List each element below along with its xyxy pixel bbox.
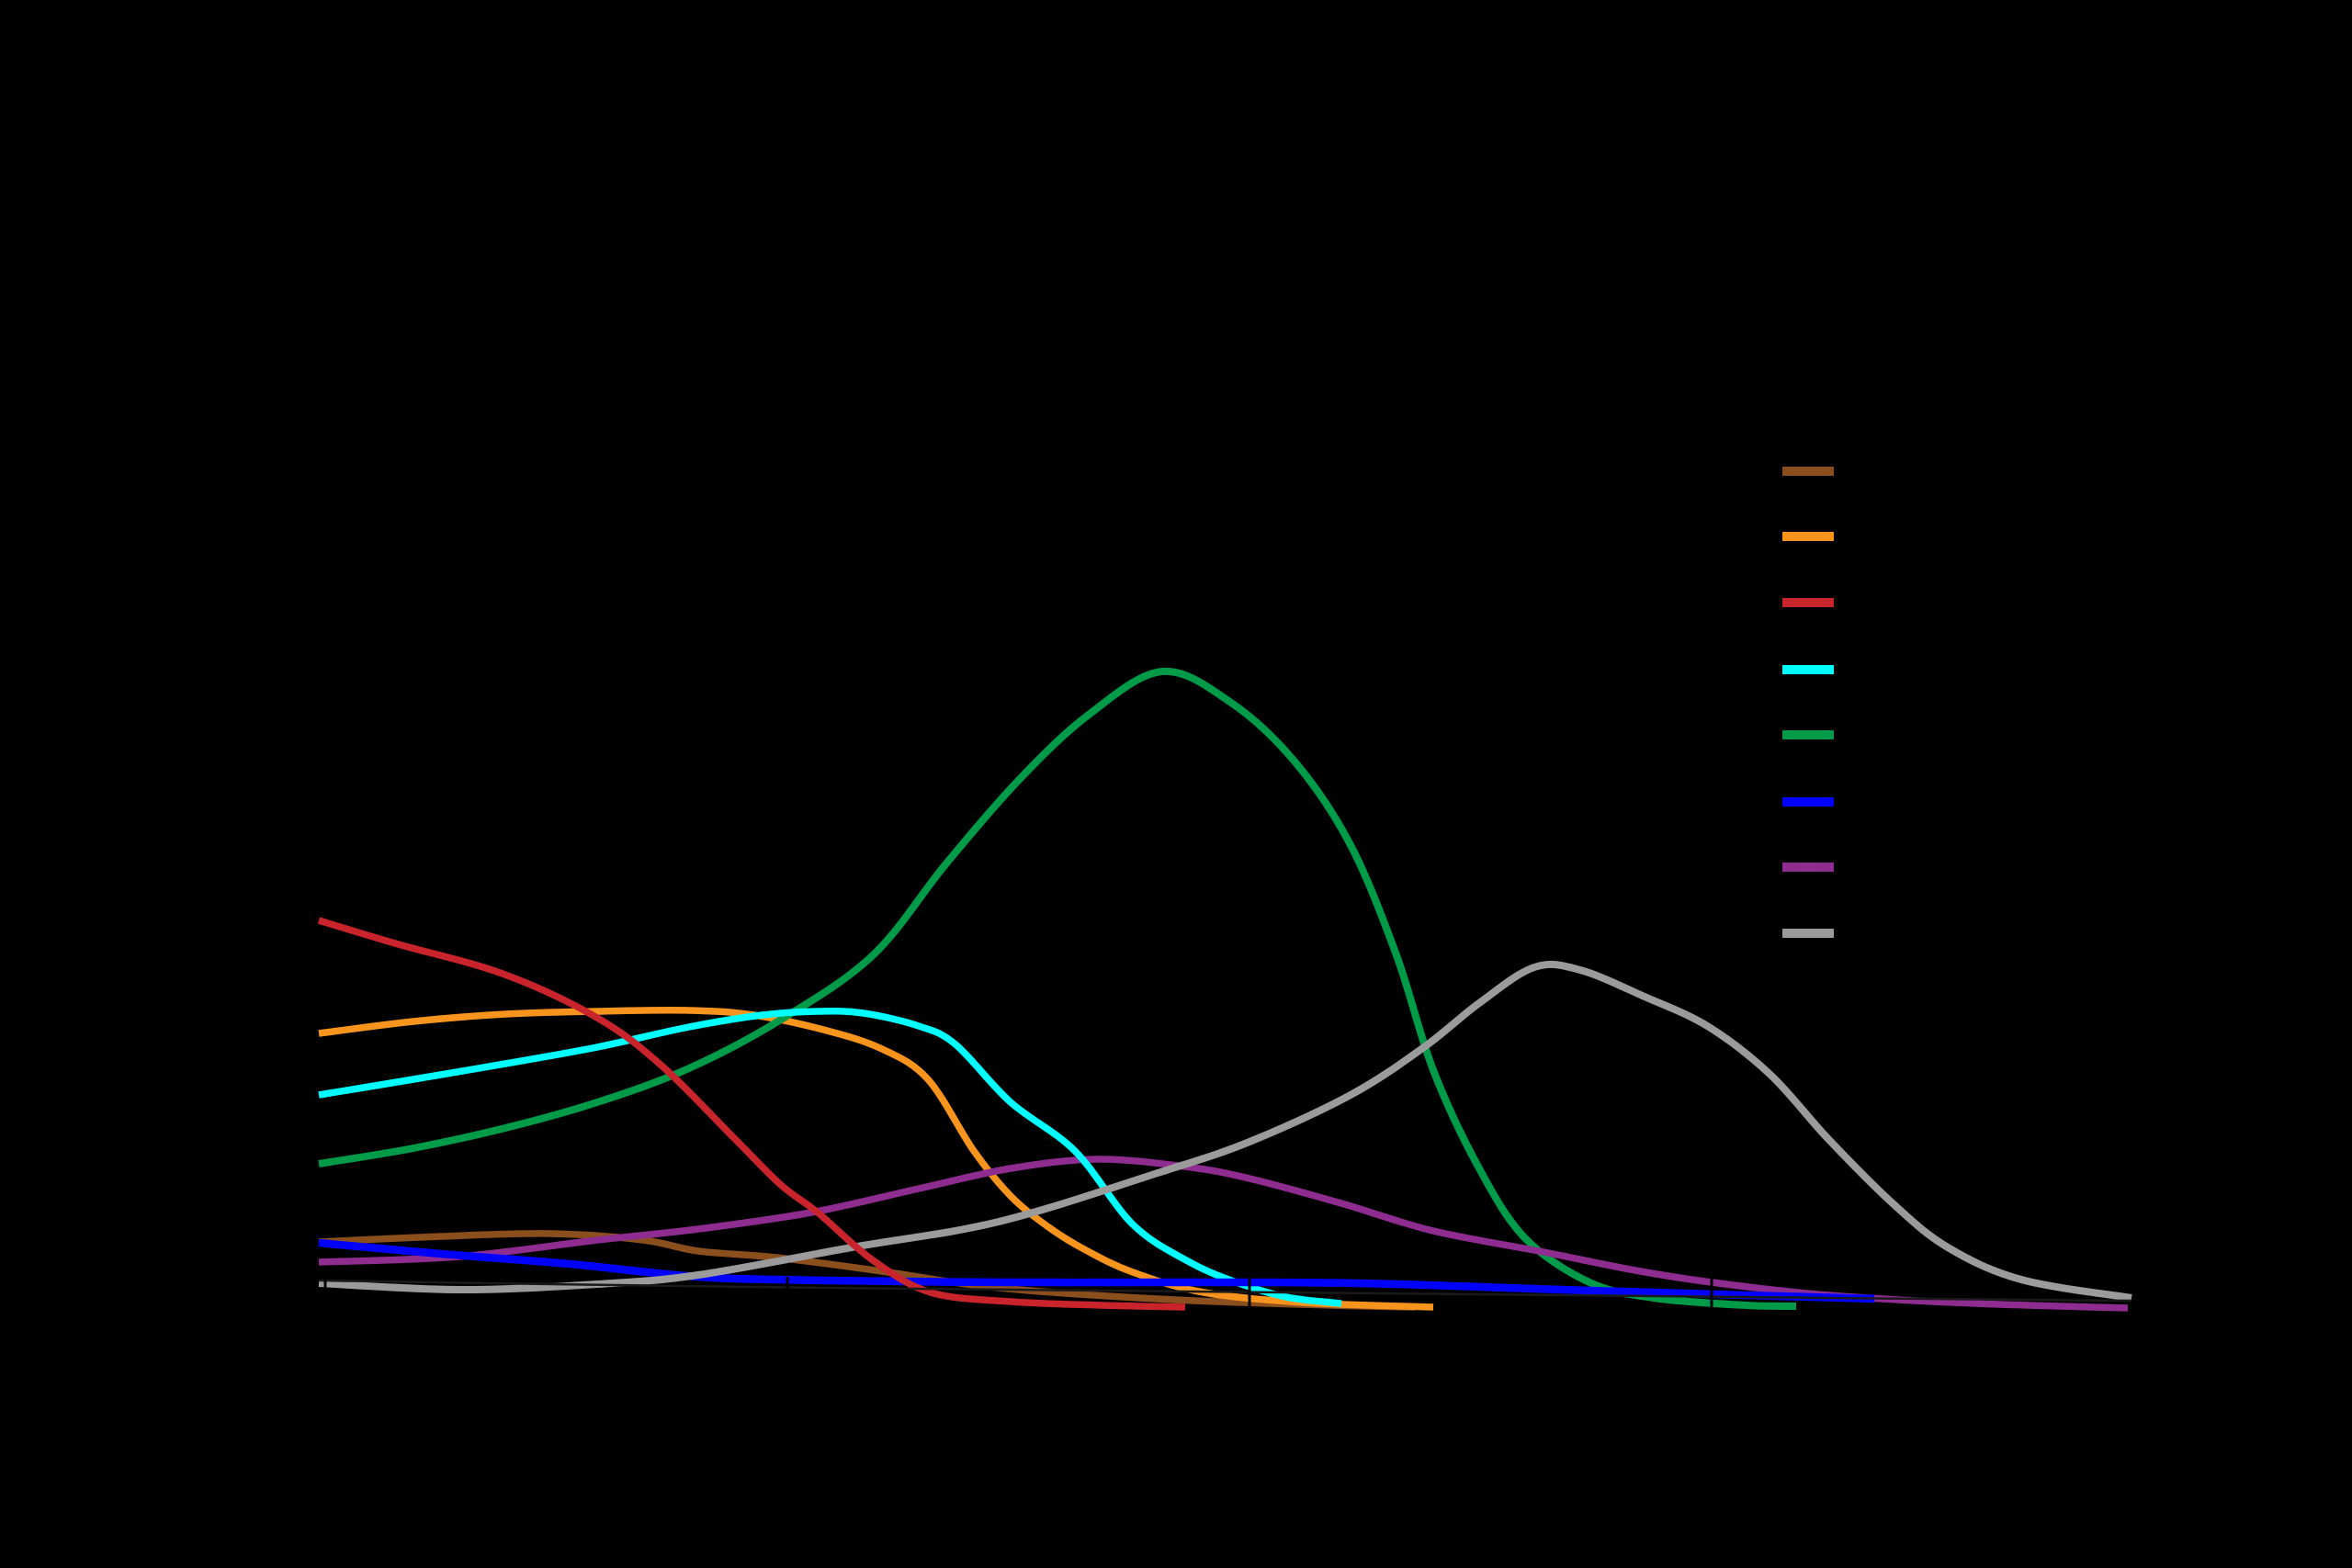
- series-line-green: [318, 667, 1797, 1310]
- legend-swatch-blue: [1782, 797, 1834, 807]
- series-line-red: [317, 917, 1186, 1311]
- legend-swatch-red: [1782, 598, 1834, 607]
- series-line-cyan: [318, 1008, 1342, 1307]
- legend-swatch-green: [1782, 730, 1834, 739]
- legend-swatch-orange: [1782, 532, 1834, 541]
- series-line-blue: [318, 1238, 1875, 1303]
- series-line-purple: [318, 1156, 2129, 1312]
- legend-swatch-purple: [1782, 863, 1834, 872]
- series-line-gray: [318, 960, 2132, 1302]
- legend-swatch-brown: [1782, 467, 1834, 476]
- legend-swatch-cyan: [1782, 665, 1834, 674]
- series-line-orange: [318, 1007, 1434, 1311]
- series-line-black-faint: [318, 1279, 2132, 1303]
- legend-swatch-gray: [1782, 929, 1834, 938]
- series-line-brown: [318, 1230, 1416, 1311]
